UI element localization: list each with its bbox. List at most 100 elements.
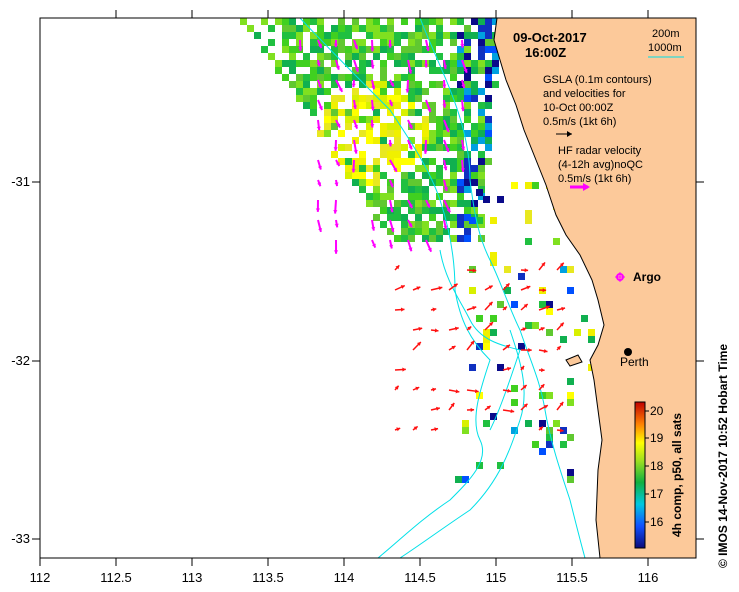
sst-pixel [415,165,422,172]
sst-pixel [366,74,373,81]
sst-pixel [436,172,443,179]
velocity-arrow-head [408,124,413,129]
sst-pixel [289,60,296,67]
sst-pixel [401,186,408,193]
velocity-arrow-head [390,82,394,87]
x-tick-label: 114 [334,570,355,585]
velocity-arrow-head [389,244,394,249]
sst-pixel [401,200,408,207]
sst-pixel [345,60,352,67]
legend-200m: 200m [652,28,680,40]
sst-pixel [469,217,476,224]
velocity-arrow-head [488,285,493,290]
sst-pixel [443,130,450,137]
sst-pixel [331,25,338,32]
sst-pixel [296,74,303,81]
sst-pixel [331,39,338,46]
sst-pixel [457,214,464,221]
sst-pixel [478,46,485,53]
hf-legend-line: (4-12h avg)noQC [558,159,643,171]
sst-pixel [443,158,450,165]
sst-pixel [408,109,415,116]
sst-pixel [450,144,457,151]
velocity-arrow-head [559,401,564,406]
sst-pixel [415,207,422,214]
sst-pixel [476,189,483,196]
sst-pixel [471,200,478,207]
sst-pixel [436,53,443,60]
sst-pixel [408,193,415,200]
sst-pixel [450,67,457,74]
sst-pixel [457,18,464,25]
sst-pixel [401,53,408,60]
velocity-arrow-head [543,348,548,353]
sst-pixel [450,88,457,95]
velocity-arrow-head [488,301,493,306]
sst-pixel [359,165,366,172]
sst-pixel [387,123,394,130]
sst-pixel [546,308,553,315]
sst-pixel [373,172,380,179]
sst-pixel [429,81,436,88]
sst-pixel [455,476,462,483]
sst-pixel [464,235,471,242]
sst-pixel [387,53,394,60]
velocity-arrow-head [408,204,413,209]
sst-pixel [331,74,338,81]
velocity-arrow-head [425,47,430,51]
sst-pixel [324,102,331,109]
sst-pixel [324,39,331,46]
velocity-arrow-head [370,124,375,128]
sst-pixel [436,116,443,123]
sst-pixel [497,196,504,203]
sst-pixel [401,60,408,67]
velocity-arrow-head [523,304,528,308]
sst-pixel [303,53,310,60]
sst-pixel [429,228,436,235]
sst-pixel [275,18,282,25]
sst-pixel [415,221,422,228]
sst-pixel [457,235,464,242]
sst-pixel [338,144,345,151]
sst-pixel [303,95,310,102]
y-tick-label: -32 [11,353,30,368]
sst-pixel [429,214,436,221]
sst-pixel [254,32,261,39]
sst-pixel [497,301,504,308]
sst-pixel [359,172,366,179]
sst-pixel [478,109,485,116]
sst-pixel [553,420,560,427]
colorbar-tick-label: 20 [650,404,664,418]
velocity-arrow-head [333,43,338,48]
x-tick-label: 112 [30,570,51,585]
velocity-arrow-head [486,405,491,410]
sst-pixel [380,193,387,200]
sst-pixel [415,25,422,32]
sst-pixel [422,116,429,123]
sst-pixel [485,67,492,74]
velocity-arrow-head [543,405,548,409]
sst-pixel [478,32,485,39]
sst-pixel [539,448,546,455]
sst-pixel [560,266,567,273]
sst-pixel [352,172,359,179]
sst-pixel [401,32,408,39]
sst-pixel [485,130,492,137]
sst-pixel [394,88,401,95]
sst-pixel [443,60,450,67]
sst-pixel [373,46,380,53]
sst-pixel [310,18,317,25]
sst-pixel [415,123,422,130]
sst-pixel [394,32,401,39]
sst-pixel [464,74,471,81]
sst-pixel [457,130,464,137]
sst-pixel [450,74,457,81]
sst-pixel [366,130,373,137]
sst-pixel [408,95,415,102]
velocity-arrow-head [460,168,465,172]
sst-pixel [546,392,553,399]
velocity-arrow-head [541,262,546,267]
velocity-arrow-head [541,368,545,373]
sst-pixel [443,32,450,39]
sst-pixel [436,67,443,74]
